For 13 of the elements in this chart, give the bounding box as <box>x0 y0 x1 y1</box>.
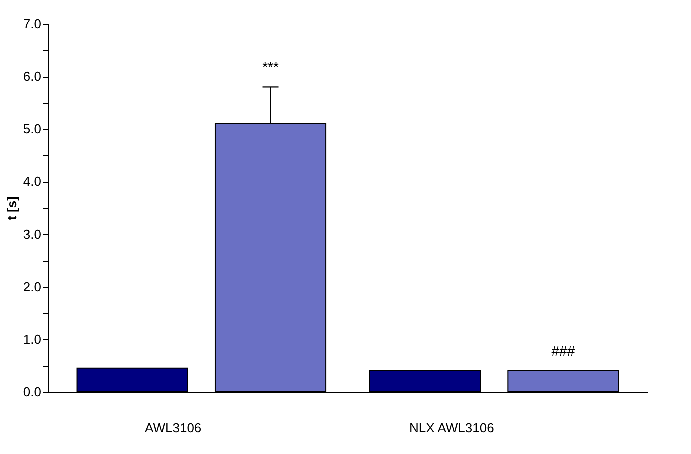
y-tick-label: 6.0 <box>23 69 42 84</box>
x-tick-label: NLX AWL3106 <box>410 420 494 436</box>
annotation: *** <box>262 59 280 76</box>
y-tick-label: 3.0 <box>23 226 42 242</box>
y-tick-label: 4.0 <box>23 174 42 190</box>
annotation: ### <box>552 342 576 359</box>
y-tick-label: 1.0 <box>23 332 42 347</box>
y-tick-label: 7.0 <box>23 16 42 32</box>
y-tick-label: 5.0 <box>23 122 42 137</box>
x-tick-label: AWL3106 <box>145 420 202 436</box>
y-tick-label: 2.0 <box>23 279 42 294</box>
y-axis-title: t [s] <box>4 196 20 220</box>
y-tick-label: 0.0 <box>23 384 42 400</box>
